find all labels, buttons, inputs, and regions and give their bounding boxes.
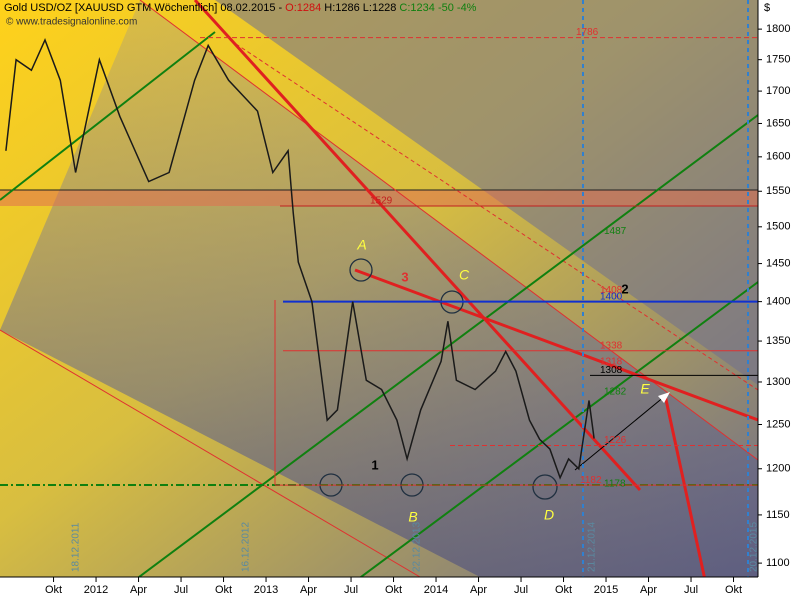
x-tick-label: 2015	[594, 584, 618, 596]
x-tick-label: 2012	[84, 584, 108, 596]
level-label: 1529	[370, 196, 393, 207]
trend-line	[229, 39, 758, 391]
y-tick-label: 1400	[766, 296, 790, 308]
title-part: Gold USD/OZ [XAUUSD GTM Wöchentlich] 08.…	[4, 2, 282, 14]
chart-title: Gold USD/OZ [XAUUSD GTM Wöchentlich] 08.…	[4, 2, 477, 14]
x-tick-label: Jul	[344, 584, 358, 596]
y-tick-label: 1500	[766, 221, 790, 233]
x-tick-label: Okt	[215, 584, 232, 596]
level-label: 1487	[604, 226, 627, 237]
level-label: 1226	[604, 435, 627, 446]
axis-panel	[758, 0, 800, 600]
arrow	[574, 395, 666, 471]
x-tick-label: Okt	[555, 584, 572, 596]
level-label: 1178	[604, 478, 626, 489]
channel	[0, 0, 758, 577]
annotation: 2	[621, 281, 628, 296]
annotation: 1	[371, 457, 378, 472]
y-tick-label: 1600	[766, 151, 790, 163]
x-tick-label: Apr	[470, 584, 487, 596]
level-label: 1282	[604, 387, 627, 398]
annotation: B	[408, 509, 417, 525]
annotation: D	[544, 507, 554, 523]
date-label: 21.12.2014	[587, 522, 598, 572]
level-label: 1308	[600, 365, 623, 376]
title-part: O:1284	[285, 2, 321, 14]
x-tick-label: Okt	[725, 584, 742, 596]
date-label: 22.12.2013	[412, 522, 423, 572]
arrow-head	[658, 392, 670, 403]
y-tick-label: 1450	[766, 257, 790, 269]
y-tick-label: 1150	[766, 509, 790, 521]
watermark: © www.tradesignalonline.com	[6, 17, 137, 28]
title-part: H:1286 L:1228	[324, 2, 396, 14]
y-tick-label: 1250	[766, 418, 790, 430]
x-tick-label: Apr	[640, 584, 657, 596]
x-tick-label: Apr	[130, 584, 147, 596]
y-tick-label: 1100	[766, 557, 790, 569]
zone-band	[0, 190, 758, 206]
title-part: C:1234 -50 -4%	[399, 2, 476, 14]
y-tick-label: 1750	[766, 54, 790, 66]
level-label: 1182	[580, 475, 602, 486]
trend-line	[193, 0, 642, 492]
x-tick-label: Jul	[174, 584, 188, 596]
axis-panel	[0, 577, 800, 600]
annotation: E	[640, 381, 650, 397]
x-tick-label: Okt	[45, 584, 62, 596]
level-label: 1318	[600, 357, 623, 368]
y-unit: $	[764, 2, 770, 14]
price-line	[5, 38, 595, 480]
annotation: A	[356, 237, 366, 253]
level-label: 1400	[600, 291, 623, 302]
level-label: 1786	[576, 27, 599, 38]
trend-line	[137, 114, 758, 577]
trend-line	[359, 281, 758, 577]
y-tick-label: 1200	[766, 463, 790, 475]
annotation: C	[459, 267, 470, 283]
trend-line	[139, 0, 758, 461]
trend-line	[0, 31, 216, 201]
x-tick-label: Jul	[514, 584, 528, 596]
x-tick-label: 2014	[424, 584, 448, 596]
y-tick-label: 1550	[766, 185, 790, 197]
x-tick-label: Jul	[684, 584, 698, 596]
date-label: 16.12.2012	[241, 522, 252, 572]
date-label: 18.12.2011	[71, 522, 82, 572]
x-tick-label: Apr	[300, 584, 317, 596]
level-label: 1338	[600, 340, 623, 351]
annotation: 3	[401, 269, 408, 284]
trend-line	[0, 329, 421, 577]
x-tick-label: Okt	[385, 584, 402, 596]
y-tick-label: 1350	[766, 335, 790, 347]
y-tick-label: 1800	[766, 23, 790, 35]
date-label: 20.12.2015	[749, 522, 760, 572]
trend-line	[354, 268, 758, 422]
trend-line	[663, 394, 706, 577]
y-tick-label: 1700	[766, 85, 790, 97]
y-tick-label: 1300	[766, 376, 790, 388]
x-tick-label: 2013	[254, 584, 278, 596]
level-label: 1408	[600, 285, 623, 296]
y-tick-label: 1650	[766, 117, 790, 129]
